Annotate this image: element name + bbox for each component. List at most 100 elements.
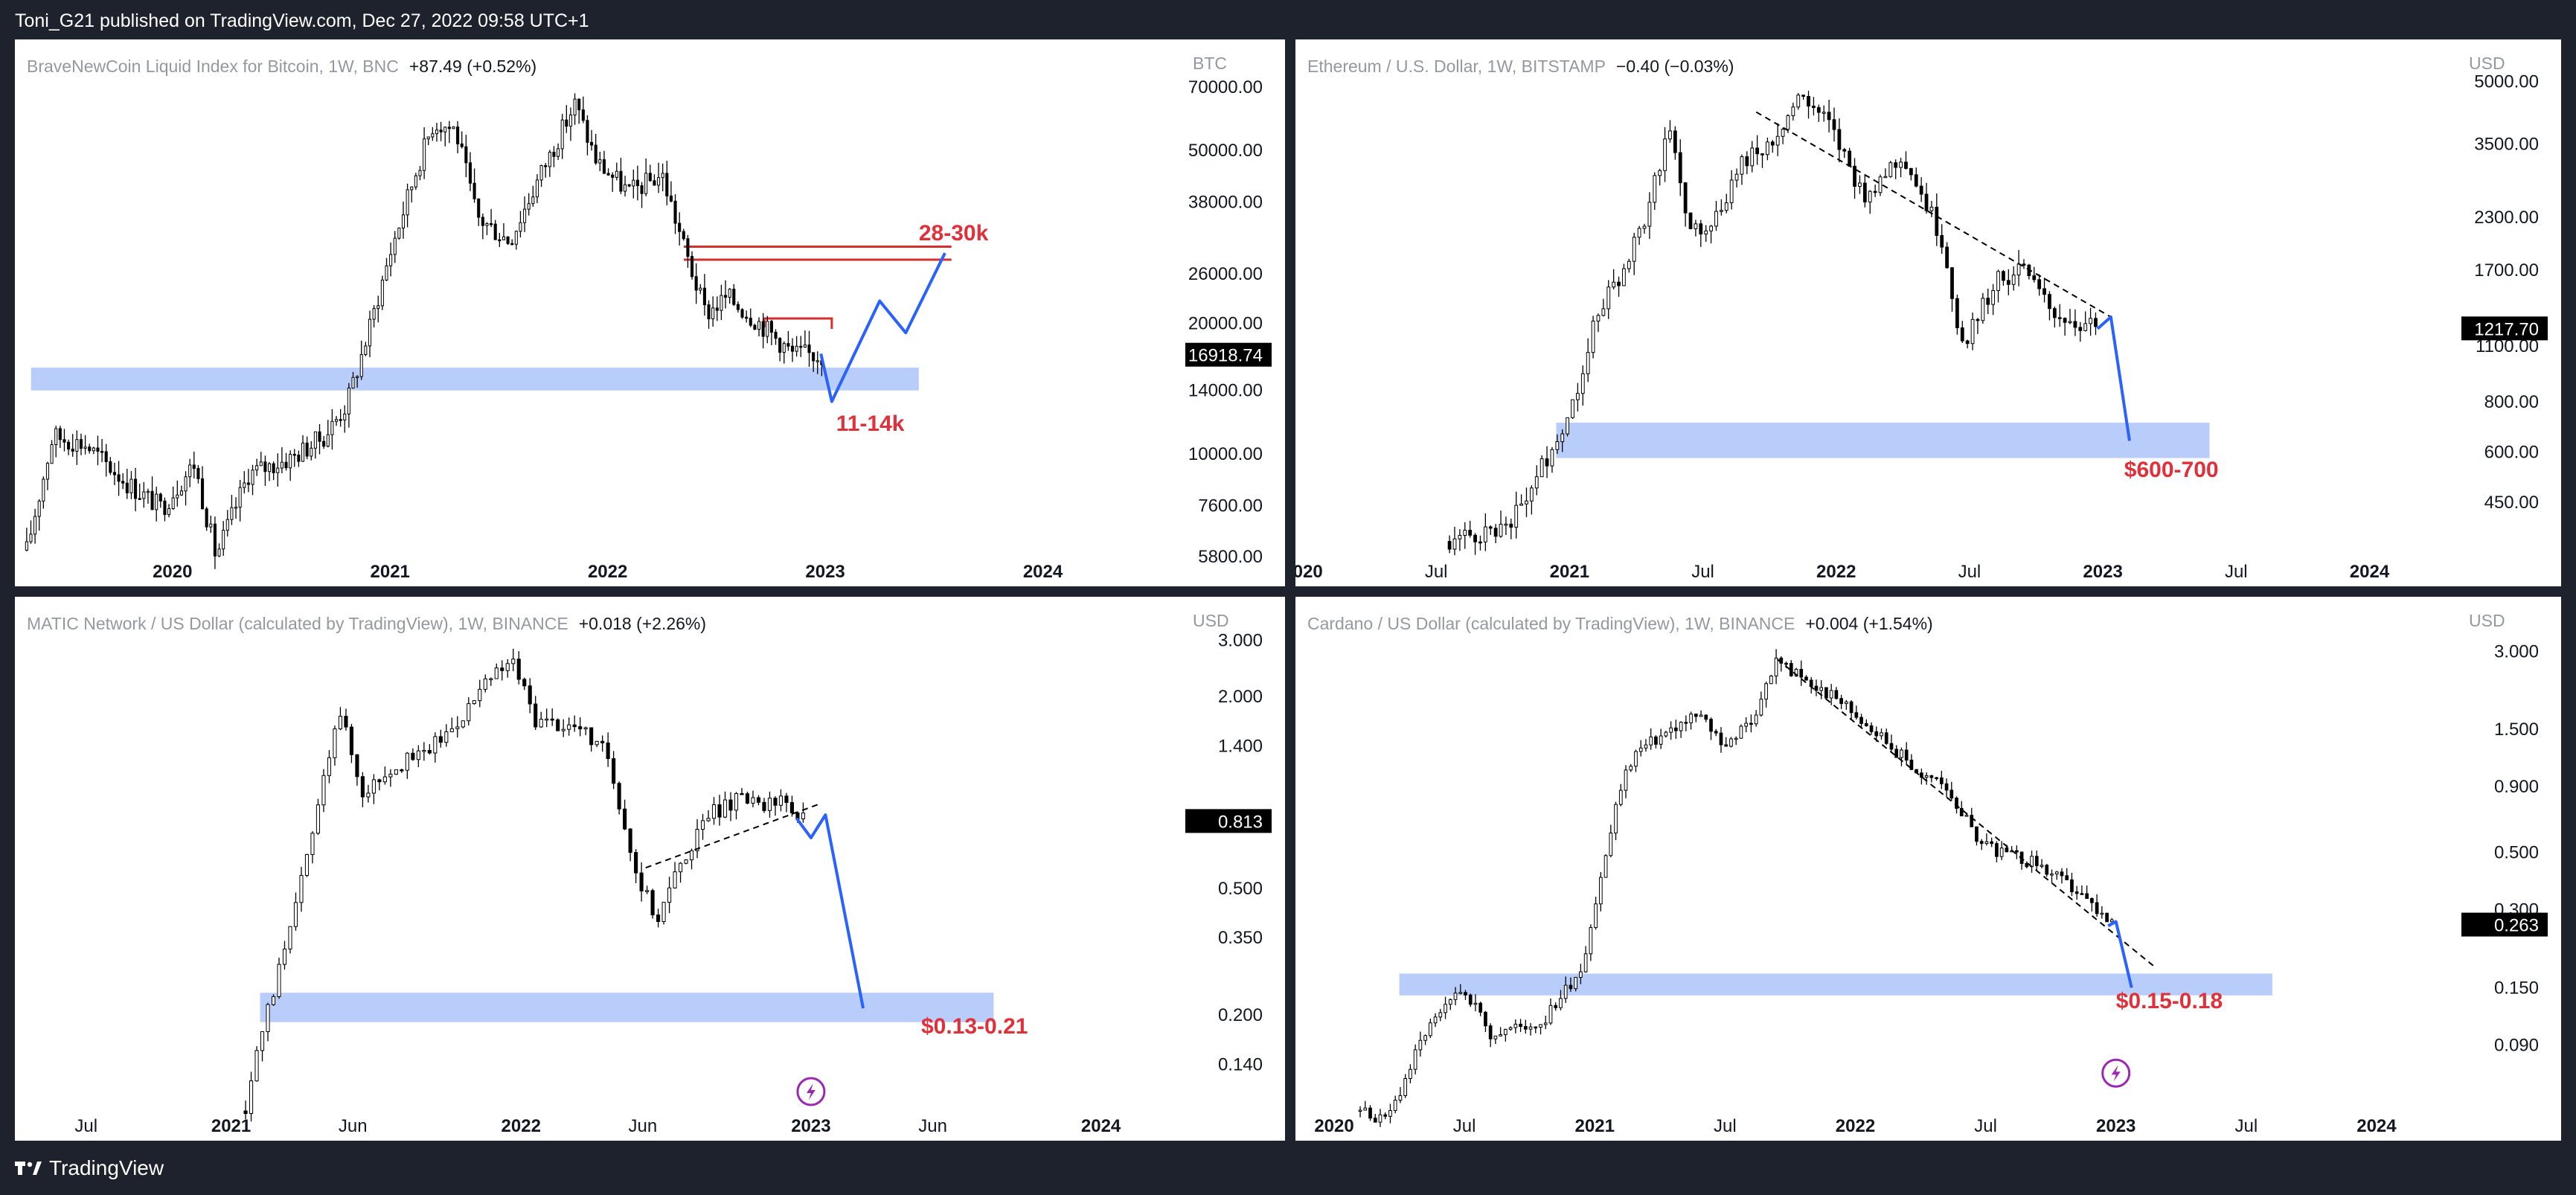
ethereum-chart[interactable]: Ethereum / U.S. Dollar, 1W, BITSTAMP −0.4… (1295, 39, 2561, 586)
candle-body (505, 663, 510, 671)
candle-body (2042, 288, 2046, 295)
candle-body (54, 428, 58, 445)
last-price-tag (1185, 809, 1272, 833)
candle-body (355, 754, 359, 778)
candle-body (1591, 321, 1595, 353)
candle-body (1786, 115, 1790, 130)
candle-body (1883, 176, 1888, 179)
last-price-value: 16918.74 (1188, 346, 1263, 366)
projection-path (819, 252, 946, 403)
x-tick-label: 2024 (2356, 1116, 2397, 1136)
candle-body (568, 115, 572, 127)
candle-body (327, 757, 332, 776)
y-tick-label: 2300.00 (2474, 208, 2539, 228)
candle-body (1839, 698, 1843, 705)
candle-body (129, 478, 133, 493)
candle-body (389, 254, 393, 266)
chart-change: +0.018 (+2.26%) (579, 614, 706, 633)
candle-body (1709, 719, 1713, 732)
flash-event-icon[interactable] (2101, 1058, 2131, 1088)
candle-body (1658, 170, 1662, 176)
y-tick-label: 5800.00 (1198, 547, 1263, 567)
candle-body (1694, 223, 1698, 229)
candle-body (1378, 1114, 1382, 1123)
candle-body (1935, 777, 1938, 780)
candle-body (1609, 833, 1613, 856)
candle-body (377, 779, 382, 783)
candle-body (1458, 535, 1462, 539)
candle-body (1964, 815, 1969, 817)
candle-body (1955, 298, 1959, 329)
candle-body (400, 769, 404, 772)
candle-body (431, 133, 435, 138)
candle-body (1513, 1023, 1518, 1028)
y-tick-label: 10000.00 (1188, 444, 1263, 464)
candle-body (1473, 534, 1477, 542)
chart-panel-bitcoin[interactable]: BraveNewCoin Liquid Index for Bitcoin, 1… (15, 39, 1285, 586)
matic-chart[interactable]: MATIC Network / US Dollar (calculated by… (15, 597, 1285, 1141)
candle-body (249, 1080, 254, 1115)
y-tick-label: 450.00 (2484, 493, 2539, 513)
candle-body (288, 926, 292, 949)
candle-body (455, 726, 460, 729)
candle-body (50, 443, 54, 464)
x-tick-label: 2020 (1295, 562, 1323, 582)
candle-body (1583, 953, 1588, 973)
candle-body (1824, 687, 1828, 699)
footer: TradingView (15, 1153, 164, 1183)
candle-body (280, 461, 283, 469)
candle-body (634, 852, 638, 874)
y-tick-label: 0.150 (2494, 978, 2539, 998)
last-price-value: 0.263 (2494, 916, 2539, 936)
x-tick-label: 2021 (371, 562, 410, 582)
candle-body (816, 360, 819, 362)
chart-change: −0.40 (−0.03%) (1616, 57, 1734, 76)
candle-body (1781, 129, 1785, 137)
chart-panel-cardano[interactable]: Cardano / US Dollar (calculated by Tradi… (1295, 597, 2561, 1141)
chart-panel-ethereum[interactable]: Ethereum / U.S. Dollar, 1W, BITSTAMP −0.4… (1295, 39, 2561, 586)
candle-body (243, 1110, 248, 1115)
footer-brand[interactable]: TradingView (49, 1156, 164, 1179)
flash-event-icon[interactable] (796, 1077, 826, 1106)
candle-body (1629, 766, 1633, 771)
candle-body (472, 700, 476, 705)
tradingview-logo-icon[interactable] (15, 1160, 42, 1176)
candle-body (1388, 1109, 1392, 1117)
bitcoin-chart[interactable]: BraveNewCoin Liquid Index for Bitcoin, 1… (15, 39, 1285, 586)
candle-body (702, 287, 706, 306)
x-tick-label: 2021 (1550, 562, 1589, 582)
candle-body (1383, 1114, 1388, 1117)
candle-body (1770, 141, 1775, 146)
candle-body (648, 173, 652, 182)
candle-body (1659, 735, 1663, 745)
candle-body (366, 792, 371, 798)
candle-body (423, 138, 426, 171)
candle-body (478, 688, 482, 702)
candle-body (1929, 775, 1934, 778)
chart-title-line: Cardano / US Dollar (calculated by Tradi… (1307, 614, 1933, 633)
candle-body (2065, 875, 2069, 880)
candle-body (234, 507, 238, 509)
chart-panel-matic[interactable]: MATIC Network / US Dollar (calculated by… (15, 597, 1285, 1141)
candle-body (1899, 161, 1903, 168)
candle-body (289, 453, 292, 469)
last-price-tag (2461, 316, 2548, 341)
candle-body (728, 799, 733, 811)
candle-body (1729, 179, 1734, 204)
candle-body (1745, 156, 1749, 167)
candle-body (1849, 701, 1853, 714)
candle-body (761, 321, 765, 337)
candle-body (1975, 826, 1979, 842)
candle-body (1622, 268, 1626, 286)
candle-body (728, 289, 731, 298)
candle-body (539, 719, 543, 728)
candle-body (550, 718, 554, 721)
candle-body (690, 256, 694, 278)
candle-body (1478, 541, 1482, 544)
candle-body (260, 1031, 265, 1051)
candle-body (1796, 94, 1801, 108)
cardano-chart[interactable]: Cardano / US Dollar (calculated by Tradi… (1295, 597, 2561, 1141)
candle-body (452, 126, 455, 129)
target-label: 28-30k (919, 221, 989, 246)
candle-body (209, 523, 213, 528)
